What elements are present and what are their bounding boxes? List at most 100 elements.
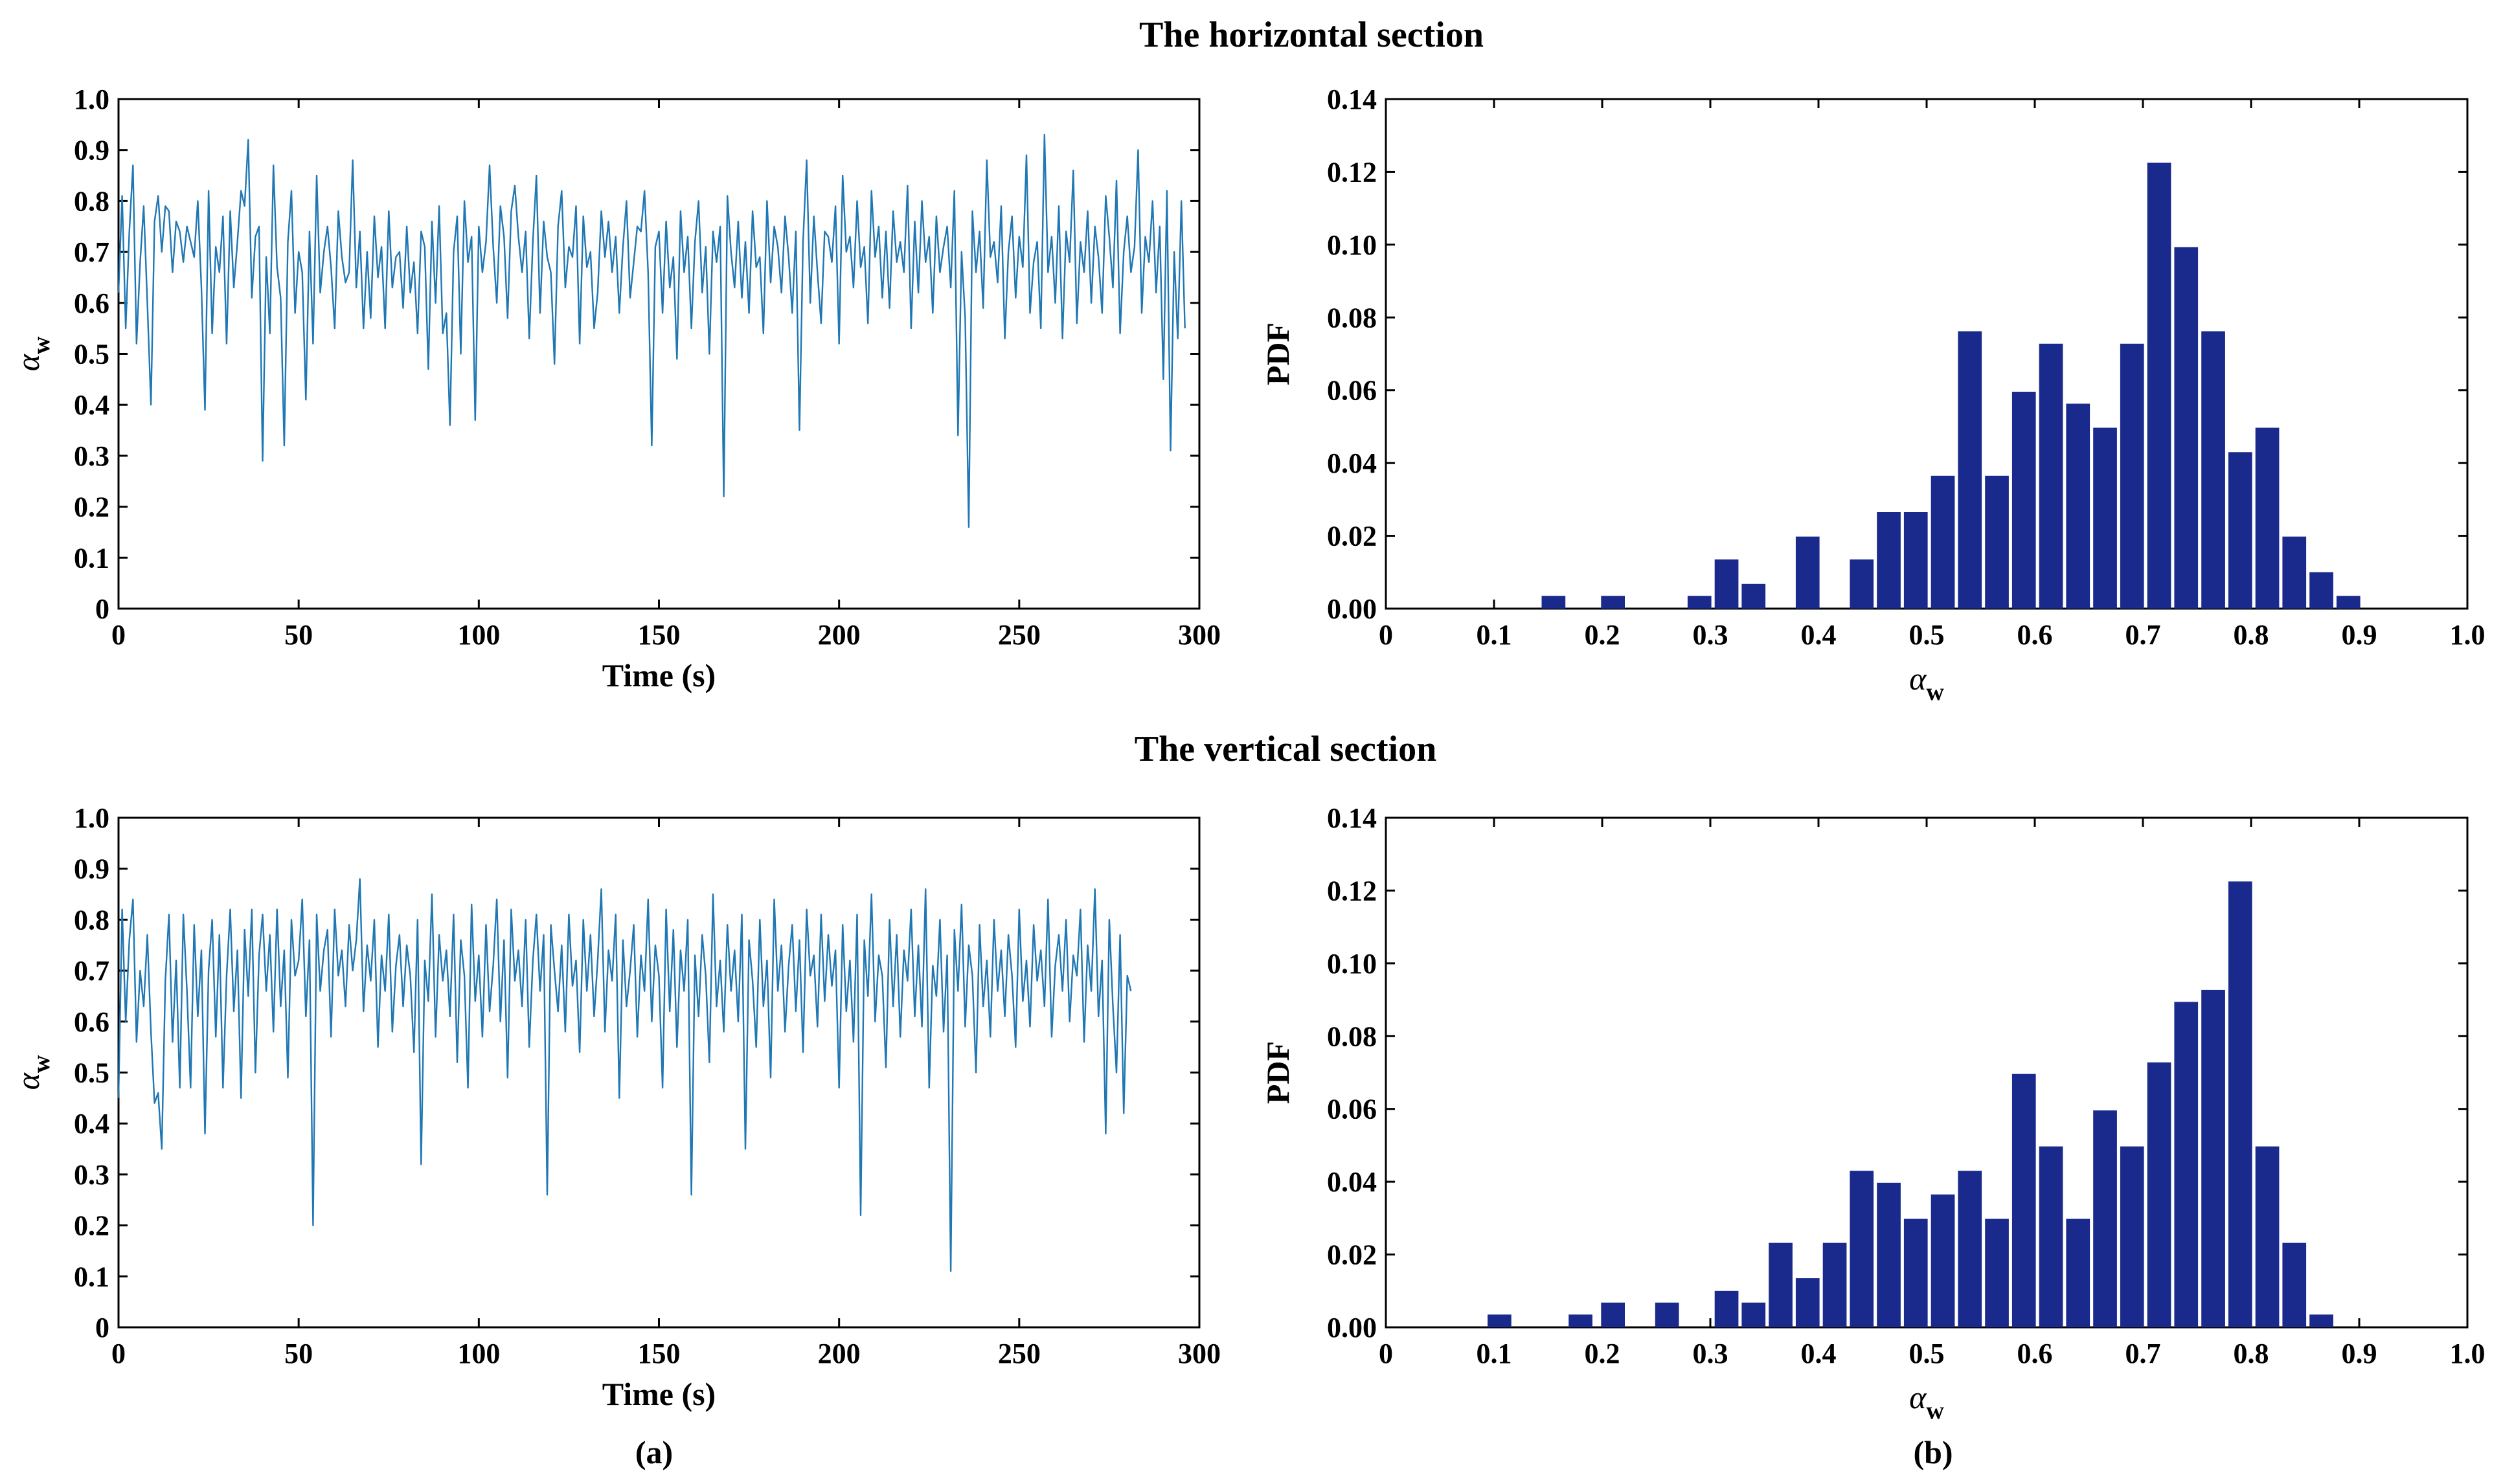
- histogram-bar: [1687, 596, 1712, 609]
- histogram-bar: [1714, 1290, 1739, 1327]
- x-tick-label: 300: [1178, 1338, 1221, 1369]
- y-tick-label: 0.10: [1327, 948, 1377, 980]
- histogram-bar: [1850, 1171, 1874, 1327]
- x-tick-label: 0.7: [2125, 619, 2161, 651]
- y-tick-label: 0.02: [1327, 521, 1377, 552]
- plot-frame: [117, 816, 1201, 1329]
- x-tick-label: 0.9: [2342, 619, 2377, 651]
- y-tick-label: 0.04: [1327, 1166, 1377, 1198]
- x-tick-label: 300: [1178, 619, 1221, 651]
- y-tick-label: 0.06: [1327, 375, 1377, 407]
- x-axis-label-subscript: w: [1926, 1397, 1944, 1424]
- histogram-bar: [2336, 596, 2361, 609]
- histogram-bar: [2309, 1314, 2333, 1327]
- histogram-bar: [1795, 1278, 1820, 1327]
- x-tick-label: 200: [818, 619, 861, 651]
- histogram-bar: [2093, 427, 2117, 609]
- y-axis-label: PDF: [1260, 1041, 1296, 1104]
- x-tick-label: 0: [111, 619, 126, 651]
- section-title-vertical: The vertical section: [1135, 729, 1437, 769]
- y-tick-label: 0.08: [1327, 1020, 1377, 1052]
- y-tick-label: 0.14: [1327, 802, 1377, 834]
- histogram-bar: [1931, 475, 1955, 609]
- histogram-bar: [1601, 1302, 1625, 1327]
- x-tick-label: 0: [1379, 619, 1393, 651]
- histogram-bar: [1985, 475, 2009, 609]
- histogram-bar: [1795, 536, 1820, 609]
- histogram-bar: [2174, 1002, 2199, 1327]
- histogram-bar: [2120, 1146, 2144, 1327]
- x-tick-label: 150: [638, 1338, 681, 1369]
- histogram-bar: [1488, 1314, 1512, 1327]
- histogram-bar: [2147, 1062, 2171, 1327]
- histogram-bar: [1541, 596, 1566, 609]
- x-tick-label: 0.2: [1585, 619, 1620, 651]
- timeseries-chart-horizontal: 0 50 100 150 200 250 300 0 0.1 0.2 0.3 0.4 0.5 0.6 0.7…: [10, 84, 1221, 693]
- y-tick-label: 0.14: [1327, 84, 1377, 115]
- histogram-bar: [2066, 403, 2090, 609]
- histogram-bar: [1741, 1302, 1766, 1327]
- histogram-bar: [2201, 989, 2225, 1327]
- y-tick-label: 0.1: [74, 542, 109, 574]
- histogram-bar: [2255, 427, 2280, 609]
- x-axis-label: Time (s): [602, 657, 716, 693]
- histogram-bar: [2255, 1146, 2280, 1327]
- pdf-histogram-vertical: 0 0.1 0.2 0.3 0.4 0.5 0.6 0.7 0.8 0.9 1.0 0.00 0.02 0…: [1260, 802, 2486, 1424]
- y-tick-label: 0.02: [1327, 1239, 1377, 1271]
- y-axis-label-symbol: α: [10, 353, 46, 371]
- x-tick-label: 0.1: [1477, 1338, 1512, 1369]
- histogram-bar: [2228, 881, 2252, 1327]
- y-tick-label: 0.1: [74, 1261, 109, 1292]
- x-axis-label-symbol: α: [1909, 1379, 1927, 1415]
- y-tick-label: 0.8: [74, 185, 109, 217]
- x-tick-label: 0.6: [2017, 619, 2053, 651]
- histogram-bar: [1985, 1219, 2009, 1327]
- x-tick-label: 0.1: [1477, 619, 1512, 651]
- histogram-bar: [2011, 1074, 2036, 1327]
- y-tick-label: 0.12: [1327, 875, 1377, 906]
- histogram-bar: [1903, 512, 1928, 609]
- y-axis-label-subscript: w: [28, 336, 55, 354]
- alpha-w-series-line: [117, 133, 1186, 528]
- x-tick-label: 50: [284, 619, 313, 651]
- panel-label-b: (b): [1913, 1434, 1953, 1470]
- histogram-bar: [2147, 163, 2171, 609]
- y-tick-label: 0.12: [1327, 156, 1377, 188]
- y-axis-label: PDF: [1260, 322, 1296, 385]
- y-tick-label: 0.8: [74, 904, 109, 936]
- x-tick-label: 0.3: [1693, 619, 1728, 651]
- histogram-bar: [1958, 1171, 1982, 1327]
- histogram-bar: [2120, 343, 2144, 609]
- x-tick-label: 0.8: [2234, 619, 2269, 651]
- y-tick-label: 0.00: [1327, 1312, 1377, 1343]
- histogram-bar: [2201, 331, 2225, 609]
- y-tick-label: 0.2: [74, 1210, 109, 1242]
- y-tick-label: 0.00: [1327, 593, 1377, 625]
- histogram-bar: [1741, 583, 1766, 609]
- y-tick-label: 0.08: [1327, 302, 1377, 333]
- histogram-bar: [1931, 1194, 1955, 1327]
- x-tick-label: 250: [998, 1338, 1041, 1369]
- y-tick-label: 0.6: [74, 287, 109, 319]
- x-tick-label: 250: [998, 619, 1041, 651]
- histogram-bar: [2228, 452, 2252, 609]
- x-tick-label: 0.9: [2342, 1338, 2377, 1369]
- timeseries-chart-vertical: 0 50 100 150 200 250 300 0 0.1 0.2 0.3 0.4 0.5 0.6 0.7…: [10, 802, 1221, 1412]
- histogram-bar: [2039, 343, 2063, 609]
- y-axis-label-subscript: w: [28, 1055, 55, 1073]
- x-tick-label: 0.4: [1801, 619, 1837, 651]
- histogram-bar: [2282, 1242, 2307, 1327]
- x-tick-label: 1.0: [2450, 1338, 2486, 1369]
- panel-label-a: (a): [635, 1434, 673, 1470]
- histogram-bar: [1877, 512, 1901, 609]
- x-tick-label: 200: [818, 1338, 861, 1369]
- y-tick-label: 0.7: [74, 955, 109, 987]
- x-axis-label: Time (s): [602, 1376, 716, 1412]
- x-tick-label: 0.3: [1693, 1338, 1728, 1369]
- x-tick-label: 100: [457, 1338, 500, 1369]
- histogram-bar: [1714, 559, 1739, 609]
- y-tick-label: 0.5: [74, 339, 109, 370]
- x-tick-label: 0: [111, 1338, 126, 1369]
- histogram-bar: [1569, 1314, 1592, 1327]
- histogram-bar: [1903, 1219, 1928, 1327]
